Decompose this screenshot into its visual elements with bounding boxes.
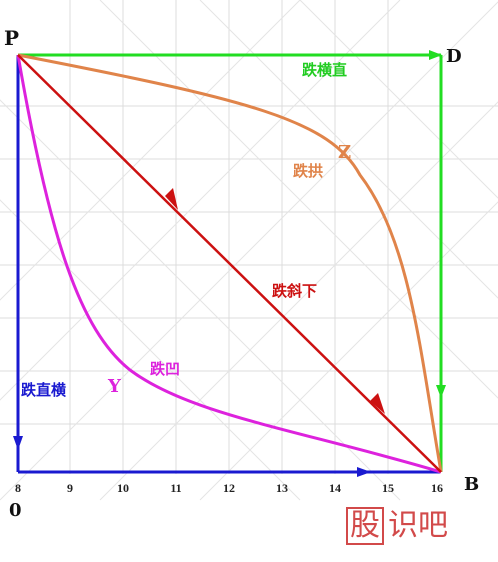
x-tick: 15 — [382, 481, 394, 495]
concave-label: 跌凹 — [150, 360, 180, 378]
green-arrow-down — [436, 385, 446, 398]
concave-marker: Y — [107, 376, 122, 397]
point-p-label: P — [4, 26, 19, 50]
green-arrow-right — [429, 50, 442, 60]
watermark-boxed-char: 股 — [346, 507, 384, 545]
x-tick: 14 — [329, 481, 341, 495]
x-tick: 16 — [431, 481, 443, 495]
x-tick: 12 — [223, 481, 235, 495]
x-tick: 11 — [170, 481, 181, 495]
point-b-label: B — [464, 474, 479, 495]
x-tick: 9 — [67, 481, 73, 495]
background-grid — [0, 0, 498, 474]
origin-label: 0 — [9, 500, 22, 521]
red-arrow-upper — [165, 188, 178, 210]
x-tick: 8 — [15, 481, 21, 495]
arch-marker: Z — [338, 142, 351, 163]
red-arrow-lower — [370, 393, 385, 414]
x-axis-ticks: 8 9 10 11 12 13 14 15 16 — [15, 481, 443, 495]
path-diagonal — [17, 54, 442, 473]
watermark-text: 识吧 — [388, 508, 448, 543]
blue-arrow-right — [357, 467, 371, 477]
arch-label: 跌拱 — [293, 162, 323, 180]
blue-arrow-down — [13, 436, 23, 450]
diagonal-label: 跌斜下 — [272, 282, 317, 300]
point-d-label: D — [446, 46, 462, 67]
x-tick: 10 — [117, 481, 129, 495]
horizontal-then-straight-label: 跌横直 — [302, 61, 347, 79]
path-arch — [17, 53, 443, 473]
watermark: 股识吧 — [346, 500, 496, 545]
background-diagonals — [0, 0, 498, 501]
x-tick: 13 — [276, 481, 288, 495]
path-concave — [16, 54, 442, 474]
straight-then-horizontal-label: 跌直横 — [21, 381, 67, 399]
path-horizontal-then-straight — [18, 53, 443, 472]
